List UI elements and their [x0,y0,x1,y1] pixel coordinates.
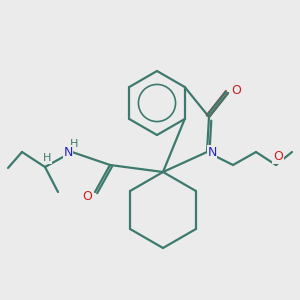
Text: H: H [43,153,51,163]
Text: N: N [207,146,217,158]
Text: N: N [63,146,73,158]
Text: O: O [231,85,241,98]
Text: H: H [70,139,78,149]
Text: O: O [273,151,283,164]
Text: O: O [82,190,92,202]
